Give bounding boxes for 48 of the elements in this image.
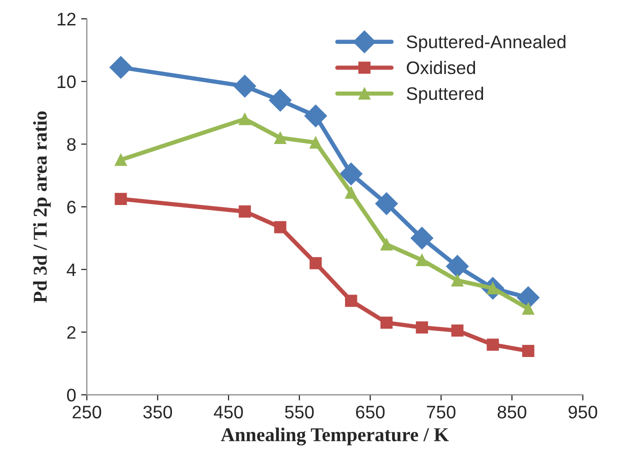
x-tick-label: 650 [356, 406, 385, 418]
point [522, 344, 534, 358]
legend-label: Oxidised [406, 60, 476, 74]
point [451, 324, 464, 337]
point [516, 286, 540, 309]
point [375, 192, 398, 215]
point [238, 205, 251, 218]
x-tick-label: 750 [426, 406, 456, 418]
point [310, 136, 322, 149]
point [416, 321, 428, 334]
point [304, 104, 327, 128]
y-axis-title: Pd 3d / Ti 2p area ratio [33, 111, 51, 303]
point [238, 112, 251, 126]
point [274, 221, 286, 234]
point [268, 88, 292, 112]
legend-label: Sputtered-Annealed [406, 35, 566, 52]
point [114, 154, 127, 166]
y-tick-label: 4 [66, 264, 76, 276]
point [446, 255, 469, 278]
point [340, 162, 362, 186]
x-tick-label: 250 [72, 406, 102, 418]
point [345, 186, 358, 199]
point [451, 274, 464, 287]
point [310, 257, 322, 270]
x-tick-label: 450 [214, 406, 243, 418]
y-tick-label: 0 [67, 388, 76, 402]
legend-label: Sputtered [406, 86, 484, 104]
y-tick-label: 12 [58, 12, 76, 26]
point [114, 192, 127, 206]
point [380, 316, 393, 329]
y-tick-label: 2 [67, 326, 76, 339]
point [410, 226, 434, 250]
x-tick-label: 550 [285, 406, 314, 418]
x-tick-label: 850 [498, 406, 526, 418]
y-tick-label: 6 [67, 200, 76, 214]
x-axis-title: Annealing Temperature / K [220, 428, 449, 446]
point [109, 56, 132, 79]
y-tick-label: 8 [67, 138, 76, 151]
point [233, 74, 256, 98]
point [380, 238, 393, 250]
x-tick-label: 950 [568, 406, 598, 418]
point [486, 338, 499, 351]
point [522, 302, 534, 315]
y-tick-label: 10 [58, 75, 76, 88]
point [345, 294, 358, 307]
point [274, 132, 286, 144]
point [416, 254, 428, 266]
x-tick-label: 350 [143, 406, 172, 418]
